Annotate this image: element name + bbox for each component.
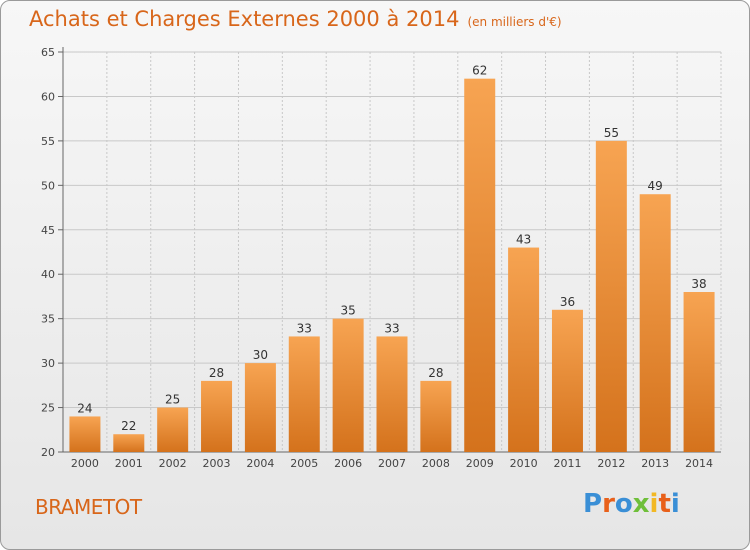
y-tick-label: 25 — [41, 402, 55, 415]
bar-2010 — [508, 247, 540, 452]
bar-2012 — [595, 140, 627, 452]
y-tick-label: 20 — [41, 446, 55, 459]
bar-2014 — [683, 292, 715, 452]
x-tick-label-2009: 2009 — [466, 457, 494, 470]
value-label-2014: 38 — [691, 277, 706, 291]
x-tick-label-2007: 2007 — [378, 457, 406, 470]
bar-2007 — [376, 336, 408, 452]
logo-letter: o — [614, 489, 633, 519]
chart-subtitle: (en milliers d'€) — [467, 15, 562, 29]
logo-letter: t — [658, 489, 671, 519]
bar-2009 — [464, 78, 496, 453]
bar-2002 — [157, 407, 189, 452]
x-tick-label-2011: 2011 — [553, 457, 581, 470]
logo-letter: r — [602, 489, 615, 519]
bar-2001 — [113, 434, 145, 452]
labels: 20 25 30 35 40 45 50 55 60 65 24 2000 22 2001 25 2002 28… — [41, 46, 713, 470]
value-label-2012: 55 — [604, 126, 619, 140]
x-tick-label-2012: 2012 — [597, 457, 625, 470]
y-tick-label: 35 — [41, 313, 55, 326]
commune-name: BRAMETOT — [35, 495, 142, 519]
value-label-2001: 22 — [121, 419, 136, 433]
value-label-2004: 30 — [253, 348, 268, 362]
x-tick-label-2004: 2004 — [246, 457, 274, 470]
bar-2013 — [639, 194, 671, 452]
y-tick-label: 30 — [41, 357, 55, 370]
value-label-2007: 33 — [384, 321, 399, 335]
y-tick-label: 40 — [41, 268, 55, 281]
value-label-2006: 35 — [340, 304, 355, 318]
bar-2005 — [288, 336, 320, 452]
proxiti-logo[interactable]: Proxiti — [583, 489, 680, 519]
x-tick-label-2014: 2014 — [685, 457, 713, 470]
x-tick-label-2000: 2000 — [71, 457, 99, 470]
bars — [69, 78, 715, 453]
bar-2000 — [69, 416, 101, 452]
y-tick-label: 65 — [41, 46, 55, 59]
bar-2003 — [201, 380, 233, 452]
x-tick-label-2010: 2010 — [510, 457, 538, 470]
value-label-2009: 62 — [472, 64, 487, 78]
value-label-2013: 49 — [648, 179, 663, 193]
x-tick-label-2003: 2003 — [203, 457, 231, 470]
logo-letter: P — [583, 489, 603, 519]
value-label-2000: 24 — [77, 401, 92, 415]
bar-2004 — [244, 363, 276, 452]
logo-letter: x — [632, 489, 650, 519]
x-tick-label-2002: 2002 — [159, 457, 187, 470]
x-tick-label-2008: 2008 — [422, 457, 450, 470]
x-tick-label-2013: 2013 — [641, 457, 669, 470]
y-tick-label: 45 — [41, 224, 55, 237]
x-tick-label-2006: 2006 — [334, 457, 362, 470]
value-label-2005: 33 — [297, 321, 312, 335]
value-label-2011: 36 — [560, 295, 575, 309]
y-tick-label: 55 — [41, 135, 55, 148]
bar-2006 — [332, 318, 364, 452]
logo-letter: i — [670, 489, 680, 519]
y-tick-label: 50 — [41, 179, 55, 192]
value-label-2008: 28 — [428, 366, 443, 380]
value-label-2003: 28 — [209, 366, 224, 380]
x-tick-label-2001: 2001 — [115, 457, 143, 470]
value-label-2010: 43 — [516, 233, 531, 247]
chart-title: Achats et Charges Externes 2000 à 2014 (e… — [29, 7, 562, 31]
bar-2008 — [420, 380, 452, 452]
logo-letter: i — [649, 489, 659, 519]
y-tick-label: 60 — [41, 90, 55, 103]
x-tick-label-2005: 2005 — [290, 457, 318, 470]
bar-2011 — [551, 309, 583, 452]
value-label-2002: 25 — [165, 393, 180, 407]
